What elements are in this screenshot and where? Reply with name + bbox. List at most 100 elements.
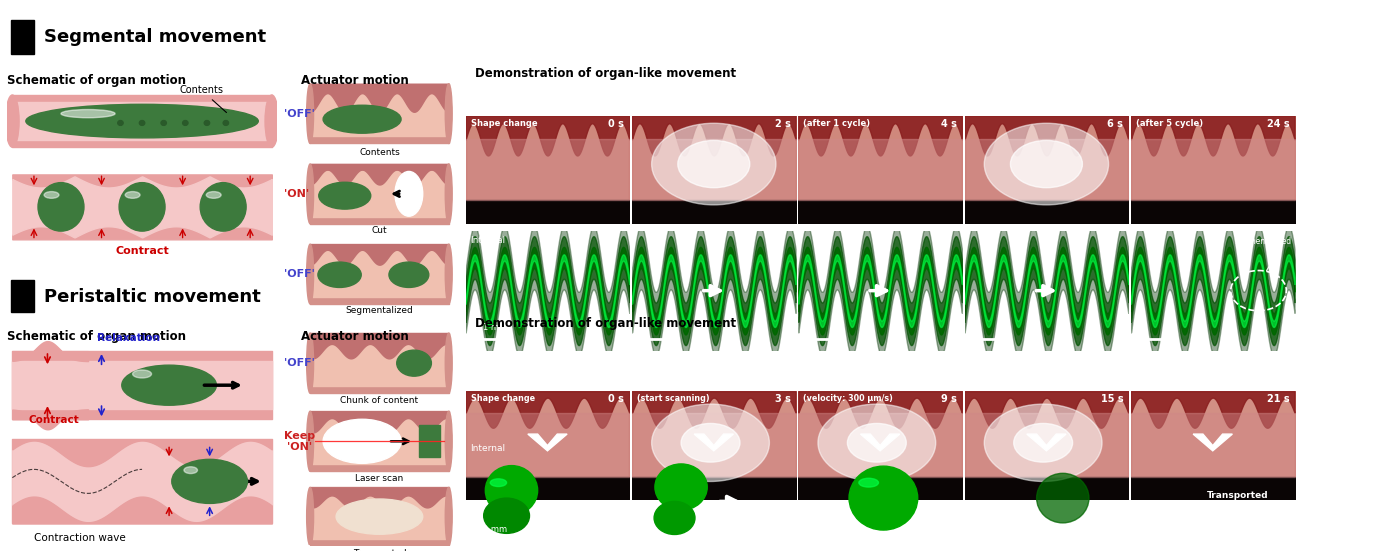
Circle shape [681,423,740,462]
Ellipse shape [859,478,879,487]
Ellipse shape [445,244,452,304]
Ellipse shape [140,121,144,126]
Polygon shape [694,225,733,243]
Text: (after 1 cycle): (after 1 cycle) [804,119,870,128]
Circle shape [984,123,1109,205]
Ellipse shape [306,84,313,143]
Ellipse shape [654,501,694,534]
Polygon shape [528,225,567,243]
Ellipse shape [172,460,248,504]
Ellipse shape [125,192,140,198]
Text: 15 s: 15 s [1100,395,1123,404]
Text: Contract: Contract [29,415,79,425]
Text: Contract: Contract [115,246,169,256]
Text: Shape change: Shape change [471,395,535,403]
Text: 0 s: 0 s [608,395,624,404]
Polygon shape [861,434,900,451]
Text: 'OFF': 'OFF' [284,269,315,279]
Circle shape [651,404,769,482]
Text: 1 mm: 1 mm [484,525,507,534]
Text: (after 5 cycle): (after 5 cycle) [1137,119,1203,128]
Text: 0 s: 0 s [608,119,624,129]
Ellipse shape [335,499,423,534]
Ellipse shape [484,498,529,533]
Ellipse shape [445,164,452,224]
Ellipse shape [306,333,313,393]
Ellipse shape [656,464,707,510]
Ellipse shape [445,488,452,545]
Text: 'OFF': 'OFF' [284,358,315,368]
Ellipse shape [183,121,188,126]
Text: Chunk of content: Chunk of content [341,396,419,405]
Ellipse shape [306,411,313,471]
Text: Peristaltic movement: Peristaltic movement [44,288,261,306]
Ellipse shape [491,479,507,487]
Polygon shape [694,434,733,451]
Text: Contraction wave: Contraction wave [33,533,126,543]
Text: Segmentalized: Segmentalized [1234,237,1292,246]
Circle shape [1010,141,1082,188]
Ellipse shape [1037,473,1089,523]
Text: Cut: Cut [371,226,387,235]
Ellipse shape [207,192,222,198]
Circle shape [1013,423,1073,462]
Circle shape [818,404,936,482]
Ellipse shape [396,350,431,376]
Text: Transported: Transported [1206,491,1268,500]
Text: 4 s: 4 s [941,119,956,129]
Ellipse shape [37,182,85,231]
Polygon shape [1193,225,1232,243]
Text: Demonstration of organ-like movement: Demonstration of organ-like movement [474,317,736,330]
Text: Shape change: Shape change [471,119,538,128]
Ellipse shape [118,121,123,126]
Text: 'ON': 'ON' [284,189,309,199]
Ellipse shape [306,244,313,304]
Circle shape [678,141,750,188]
Bar [11,20,35,54]
Text: 6 s: 6 s [1107,119,1123,129]
Text: 24 s: 24 s [1267,119,1289,129]
Ellipse shape [323,419,401,463]
Text: Laser scan: Laser scan [355,474,403,483]
Ellipse shape [850,466,918,530]
Text: Schematic of organ motion: Schematic of organ motion [7,74,186,88]
Ellipse shape [306,488,313,545]
Ellipse shape [184,467,197,473]
Text: (velocity: 300 μm/s): (velocity: 300 μm/s) [804,395,893,403]
Text: Relaxation: Relaxation [97,333,159,343]
Text: 1 mm: 1 mm [484,323,507,332]
Ellipse shape [119,182,165,231]
Text: Actuator motion: Actuator motion [302,74,409,88]
Text: Schematic of organ motion: Schematic of organ motion [7,330,186,343]
Ellipse shape [44,192,60,198]
Ellipse shape [323,105,401,133]
Text: Contents: Contents [359,148,399,157]
Text: Contents: Contents [180,85,226,112]
Ellipse shape [133,370,151,378]
Bar [419,425,441,457]
Ellipse shape [445,84,452,143]
Ellipse shape [317,262,362,288]
Polygon shape [1193,434,1232,451]
Ellipse shape [6,95,19,147]
Ellipse shape [122,365,216,405]
Ellipse shape [223,121,229,126]
Ellipse shape [445,333,452,393]
Polygon shape [1027,225,1066,243]
Text: Internal: Internal [471,444,506,453]
Ellipse shape [319,182,371,209]
Ellipse shape [306,164,313,224]
Circle shape [847,423,906,462]
Ellipse shape [61,110,115,118]
Text: Keep
'ON': Keep 'ON' [284,430,315,452]
Polygon shape [861,225,900,243]
Ellipse shape [161,121,166,126]
Text: 3 s: 3 s [775,395,790,404]
Text: Actuator motion: Actuator motion [302,330,409,343]
Ellipse shape [26,104,258,138]
Text: Segmental movement: Segmental movement [44,28,266,46]
Bar [11,280,35,312]
Text: Internal: Internal [471,236,506,245]
Ellipse shape [485,466,538,515]
Text: Segmentalized: Segmentalized [345,306,413,316]
